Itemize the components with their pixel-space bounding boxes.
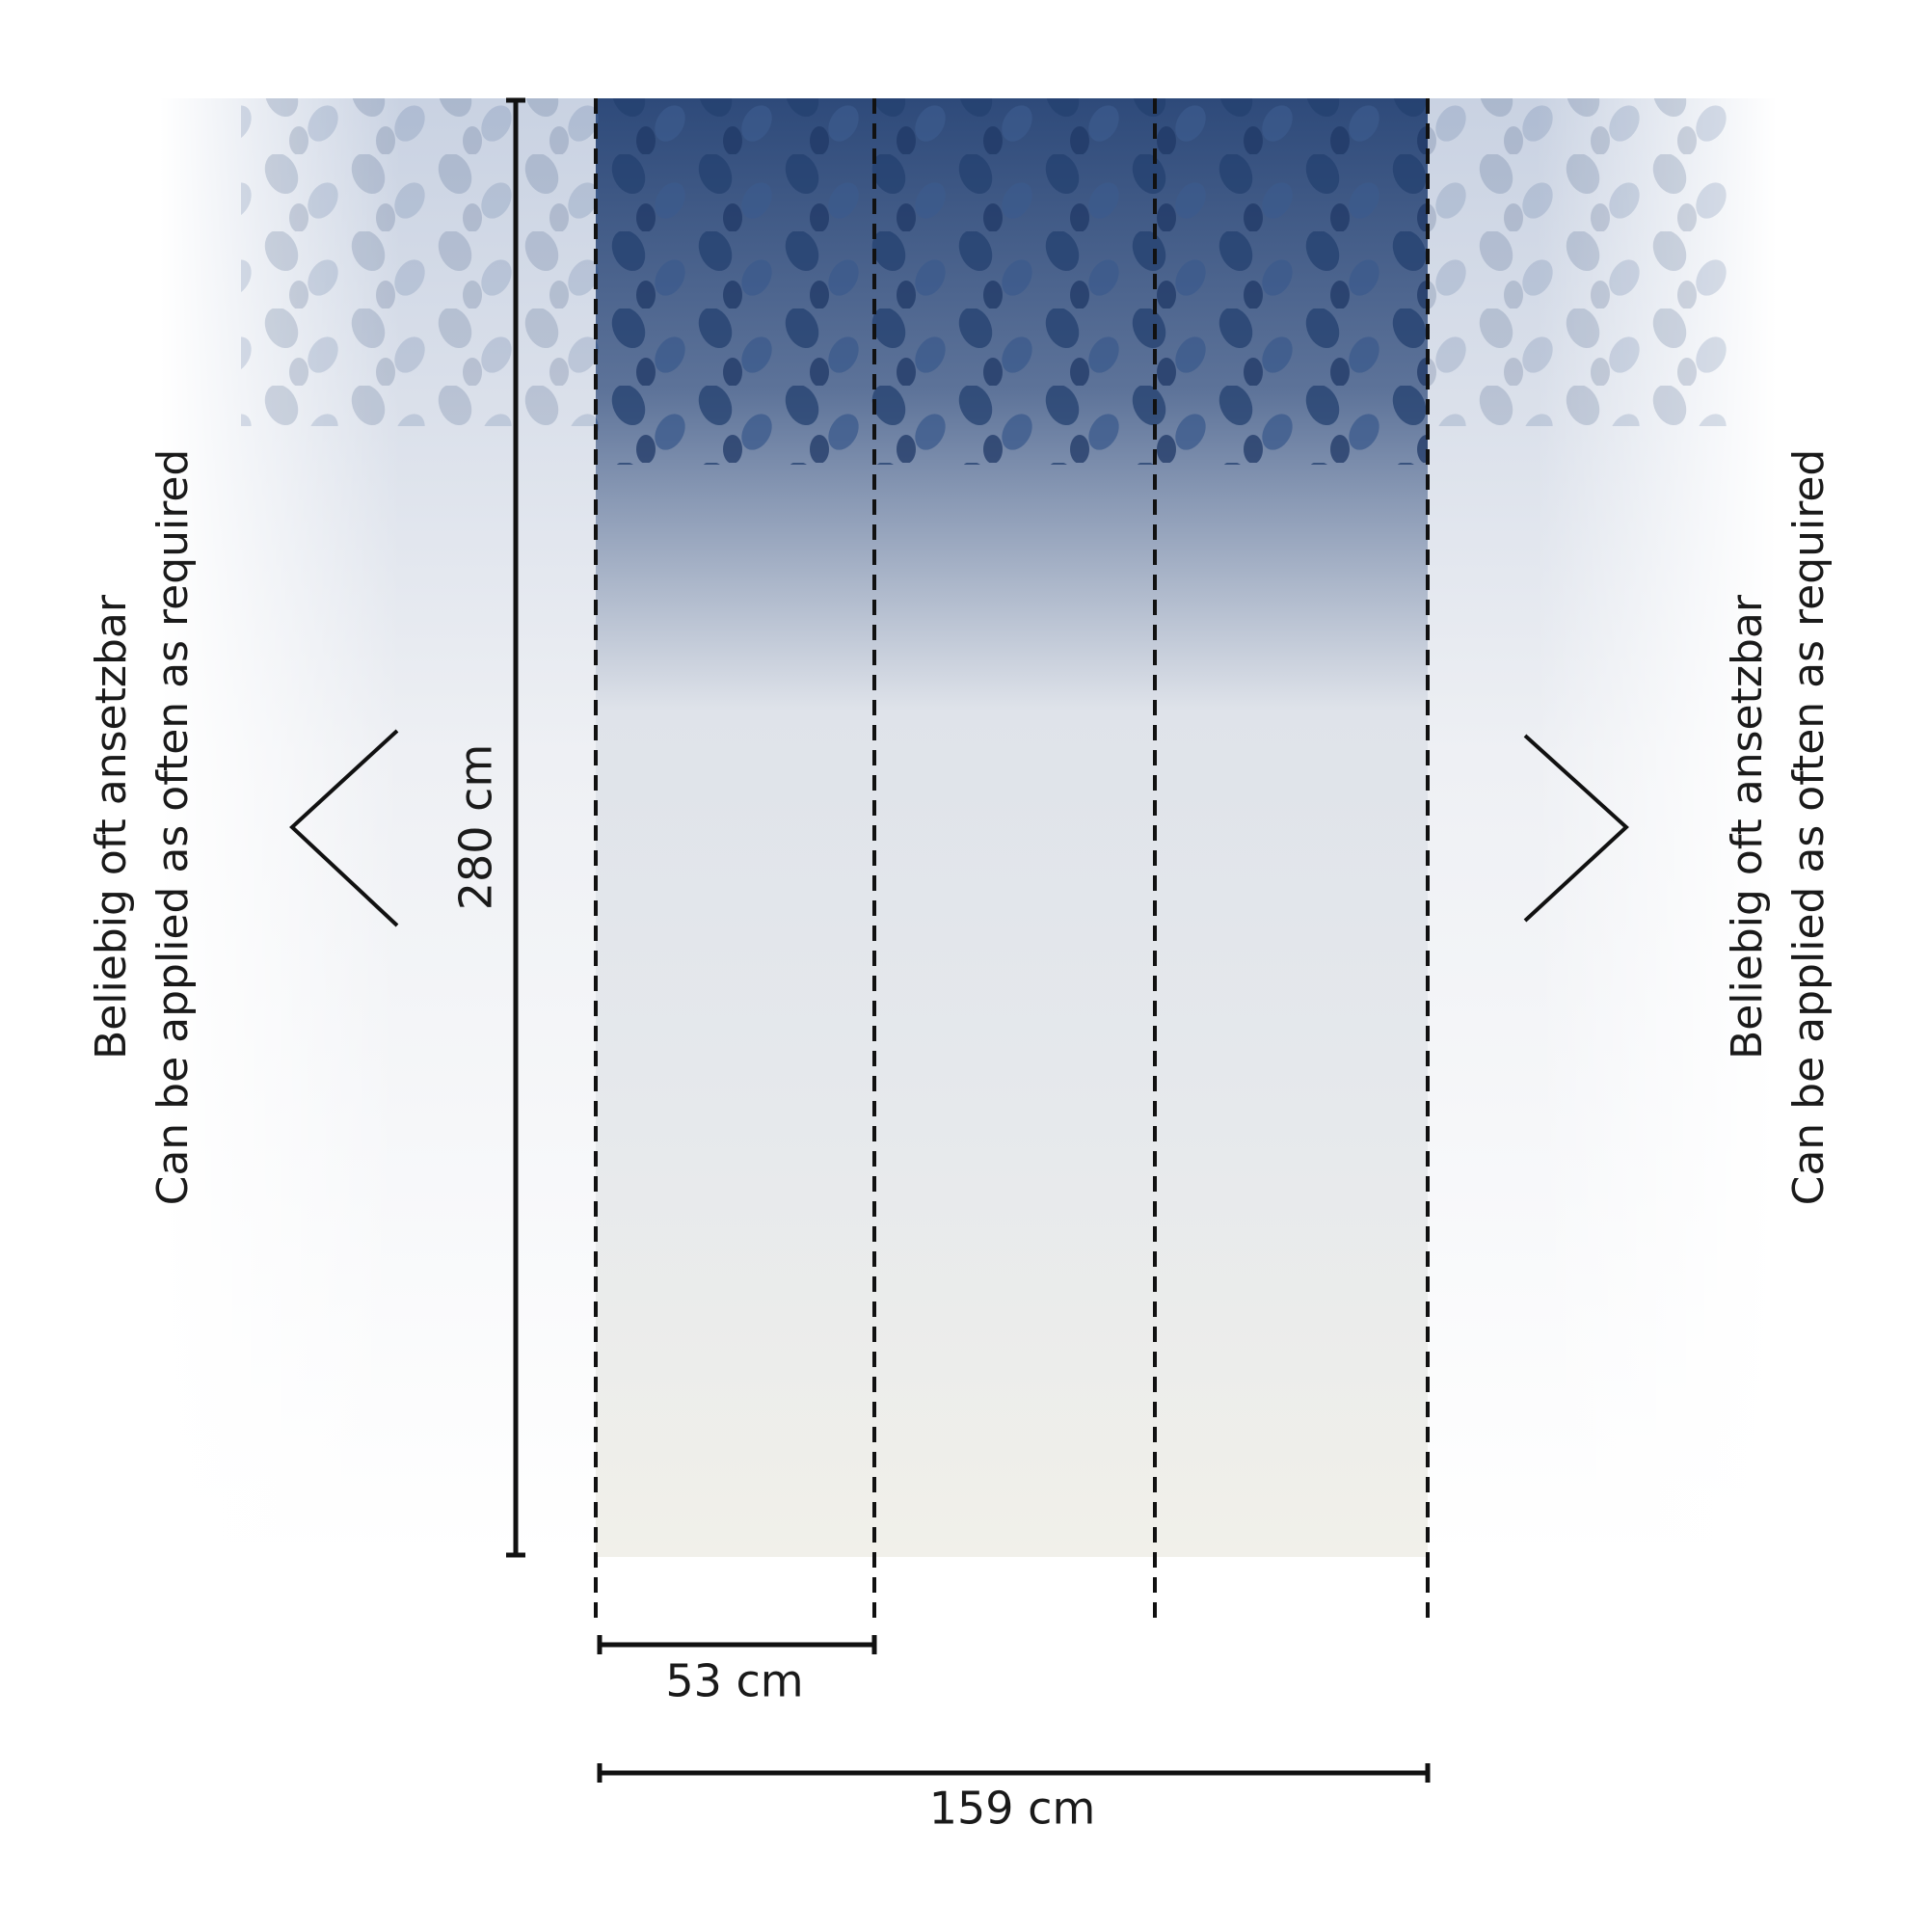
panel-width-label: 53 cm — [665, 1655, 803, 1707]
total-width-label: 159 cm — [929, 1783, 1096, 1835]
repeat-note-en: Can be applied as often as required — [1784, 449, 1834, 1206]
leaf-motif-faded — [1428, 98, 1736, 426]
chevron-left — [289, 729, 399, 927]
chevron-right — [1523, 734, 1629, 923]
leaf-motif — [596, 98, 1428, 465]
panel-width-measure — [597, 1635, 877, 1654]
repeat-note-en: Can be applied as often as required — [148, 449, 198, 1206]
total-width-measure — [597, 1763, 1431, 1783]
height-label: 280 cm — [450, 744, 502, 911]
height-measure — [506, 97, 525, 1558]
repeat-note-de: Beliebig oft ansetzbar — [87, 594, 136, 1060]
leaf-motif-faded — [241, 98, 596, 426]
panel-seams — [594, 98, 1430, 1619]
repeat-note-de: Beliebig oft ansetzbar — [1723, 594, 1772, 1060]
